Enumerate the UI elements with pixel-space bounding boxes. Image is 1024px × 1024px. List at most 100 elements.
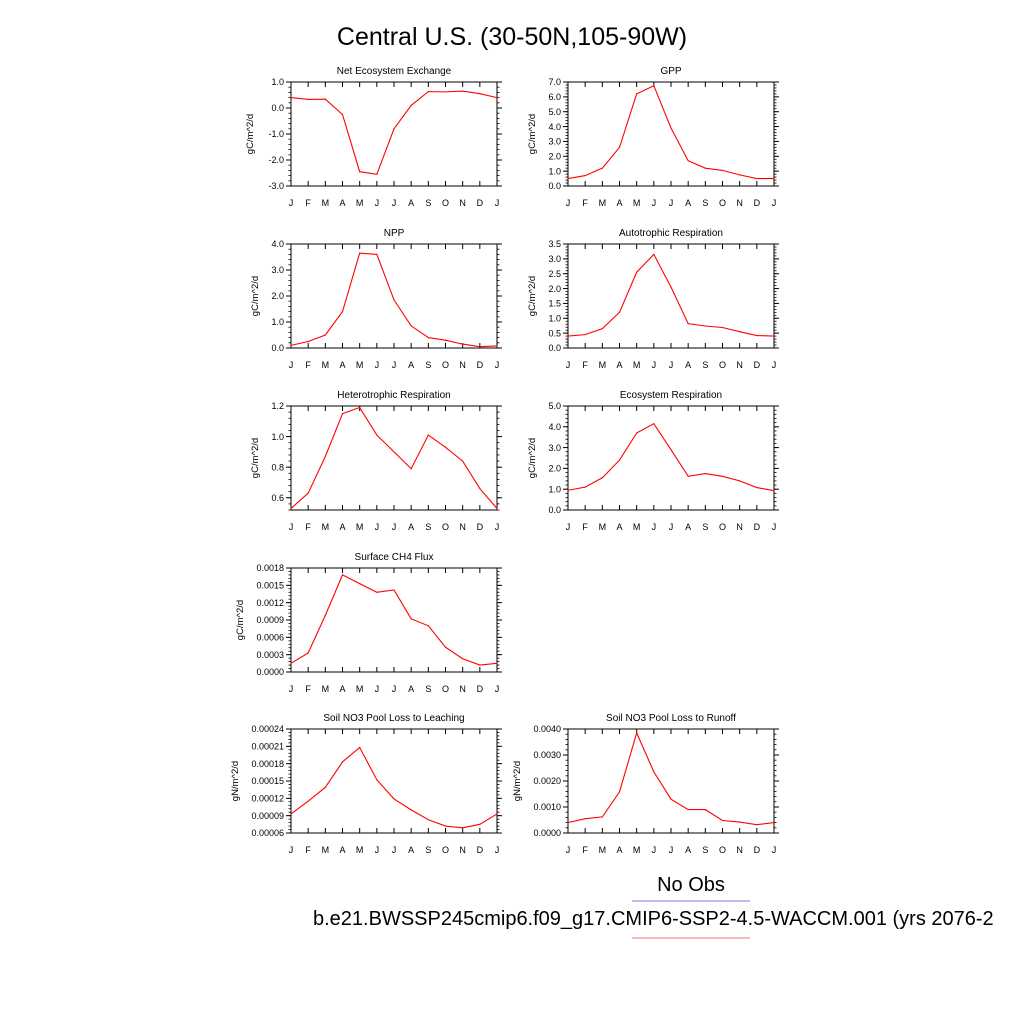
data-point bbox=[290, 813, 292, 815]
x-tick-label: J bbox=[375, 845, 380, 855]
x-tick-label: O bbox=[442, 198, 449, 208]
plot-frame bbox=[290, 728, 498, 834]
x-tick-label: M bbox=[356, 360, 364, 370]
data-point bbox=[410, 325, 412, 327]
y-tick-label: 1.0 bbox=[548, 484, 561, 494]
series-line bbox=[290, 574, 498, 666]
x-tick-label: S bbox=[425, 845, 431, 855]
data-point bbox=[324, 455, 326, 458]
data-point bbox=[756, 177, 758, 180]
data-point bbox=[307, 800, 309, 802]
x-tick-label: A bbox=[685, 845, 691, 855]
x-tick-label: F bbox=[582, 360, 588, 370]
y-tick-label: 0.00006 bbox=[251, 828, 284, 838]
series-line bbox=[567, 253, 775, 337]
x-tick-label: S bbox=[425, 684, 431, 694]
data-point bbox=[653, 85, 655, 87]
plot-frame bbox=[290, 81, 498, 187]
data-point bbox=[653, 423, 655, 425]
x-tick-label: J bbox=[772, 198, 777, 208]
legend-label-model: b.e21.BWSSP245cmip6.f09_g17.CMIP6-SSP2-4… bbox=[313, 908, 994, 930]
data-point bbox=[670, 127, 672, 129]
data-point bbox=[359, 406, 361, 409]
data-point bbox=[290, 507, 292, 510]
y-tick-label: -3.0 bbox=[268, 181, 284, 191]
x-tick-label: A bbox=[408, 845, 414, 855]
y-tick-label: -2.0 bbox=[268, 155, 284, 165]
x-tick-label: A bbox=[408, 360, 414, 370]
x-tick-label: J bbox=[375, 198, 380, 208]
x-tick-label: O bbox=[442, 360, 449, 370]
y-tick-label: 4.0 bbox=[271, 239, 284, 249]
data-point bbox=[567, 489, 569, 491]
y-tick-label: 1.0 bbox=[271, 77, 284, 87]
x-tick-label: N bbox=[736, 360, 743, 370]
x-tick-label: F bbox=[305, 198, 311, 208]
y-axis-label: gN/m^2/d bbox=[512, 761, 523, 801]
x-tick-label: A bbox=[616, 360, 622, 370]
x-tick-label: F bbox=[582, 198, 588, 208]
data-point bbox=[324, 334, 326, 336]
data-point bbox=[653, 771, 655, 773]
x-tick-label: N bbox=[459, 684, 466, 694]
y-tick-label: 5.0 bbox=[548, 107, 561, 117]
y-tick-label: 0.00009 bbox=[251, 811, 284, 821]
y-tick-label: 1.0 bbox=[271, 317, 284, 327]
data-point bbox=[496, 662, 498, 664]
data-point bbox=[601, 328, 603, 330]
y-tick-label: 0.00015 bbox=[251, 776, 284, 786]
data-point bbox=[410, 809, 412, 811]
data-point bbox=[721, 819, 724, 822]
data-point bbox=[427, 434, 429, 436]
data-point bbox=[773, 490, 775, 492]
x-tick-label: F bbox=[582, 522, 588, 532]
data-point bbox=[376, 434, 378, 436]
y-tick-label: 2.5 bbox=[548, 269, 561, 279]
series-line bbox=[567, 422, 775, 492]
data-point bbox=[462, 658, 464, 660]
y-axis-label: gC/m^2/d bbox=[527, 438, 538, 478]
series-line bbox=[290, 746, 498, 829]
y-tick-label: 0.0000 bbox=[256, 667, 284, 677]
y-tick-label: 0.00018 bbox=[251, 759, 284, 769]
data-point bbox=[290, 344, 292, 346]
x-tick-label: M bbox=[356, 845, 364, 855]
x-tick-label: J bbox=[289, 198, 294, 208]
x-tick-label: S bbox=[702, 360, 708, 370]
y-axis-label: gC/m^2/d bbox=[235, 600, 246, 640]
data-point bbox=[704, 473, 706, 475]
y-axis-label: gN/m^2/d bbox=[230, 761, 241, 801]
data-point bbox=[739, 331, 741, 333]
x-tick-label: F bbox=[305, 684, 311, 694]
x-tick-label: S bbox=[702, 845, 708, 855]
data-point bbox=[376, 779, 378, 781]
y-tick-label: 0.0000 bbox=[533, 828, 561, 838]
x-tick-label: M bbox=[322, 360, 330, 370]
x-tick-label: O bbox=[442, 684, 449, 694]
data-point bbox=[618, 146, 621, 148]
data-point bbox=[687, 323, 689, 325]
data-point bbox=[341, 761, 344, 763]
data-point bbox=[704, 809, 706, 811]
data-point bbox=[496, 97, 498, 99]
data-point bbox=[584, 486, 586, 488]
x-tick-label: S bbox=[702, 522, 708, 532]
data-point bbox=[462, 827, 464, 829]
data-point bbox=[359, 171, 361, 173]
y-tick-label: 1.0 bbox=[548, 313, 561, 323]
x-tick-label: A bbox=[339, 845, 345, 855]
data-point bbox=[444, 91, 447, 93]
y-tick-label: 3.5 bbox=[548, 239, 561, 249]
y-tick-label: 0.00021 bbox=[251, 742, 284, 752]
x-tick-label: O bbox=[719, 360, 726, 370]
series-line bbox=[567, 84, 774, 180]
x-tick-label: J bbox=[495, 684, 500, 694]
data-point bbox=[756, 824, 758, 826]
data-point bbox=[393, 128, 395, 130]
x-tick-label: O bbox=[719, 522, 726, 532]
data-point bbox=[496, 345, 498, 347]
